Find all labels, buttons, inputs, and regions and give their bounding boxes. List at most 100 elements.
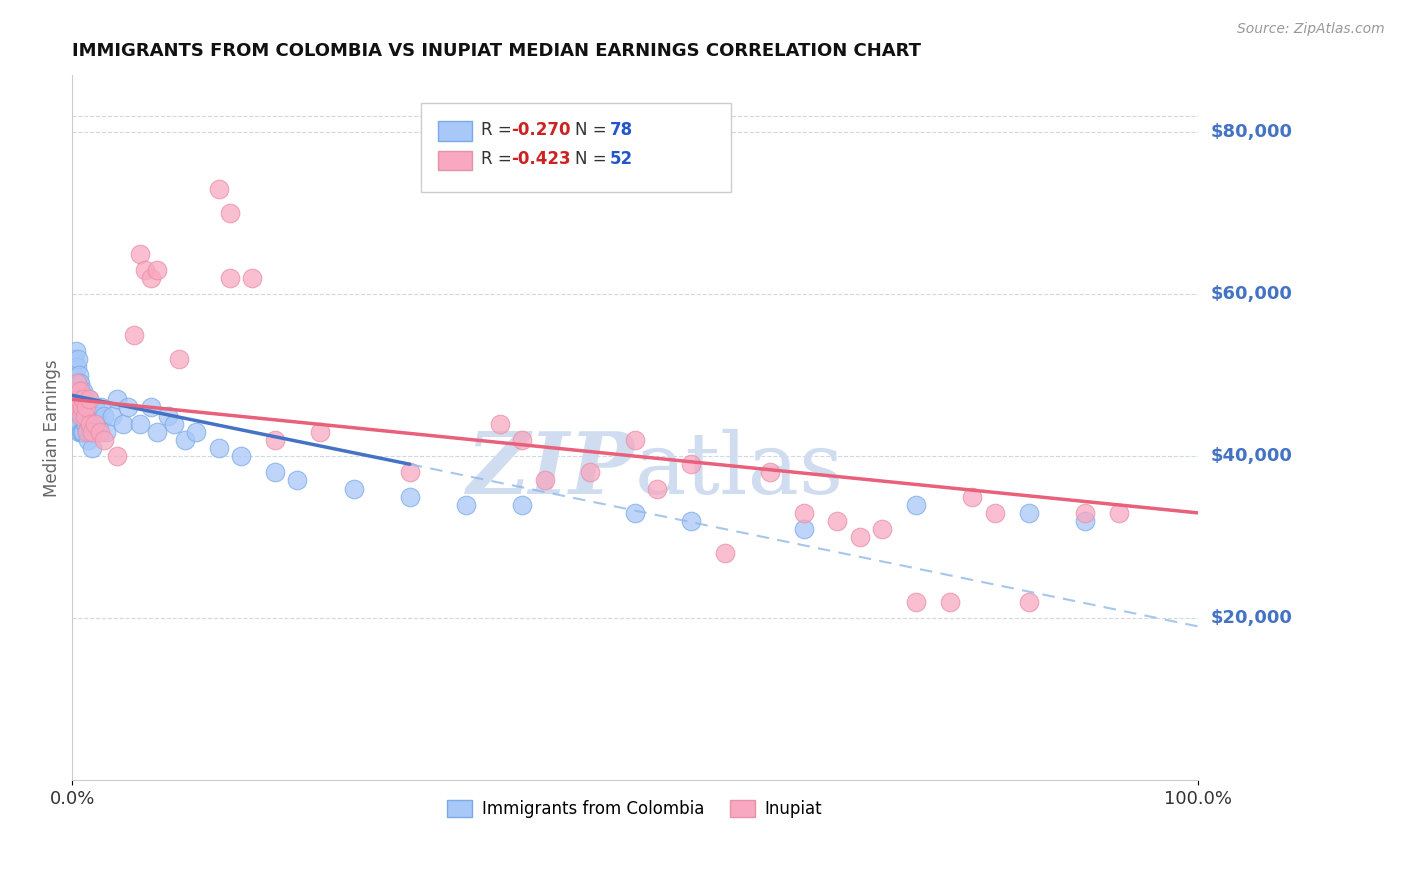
Text: $80,000: $80,000 [1211, 123, 1294, 141]
Point [70, 384, 93, 399]
Point [67, 376, 90, 391]
Point [139, 270, 162, 285]
Point [75, 417, 97, 431]
Point [72, 392, 94, 407]
Y-axis label: Median Earnings: Median Earnings [44, 359, 60, 497]
Point [72, 401, 94, 415]
Point [65, 384, 87, 399]
Point [100, 409, 122, 423]
Text: $40,000: $40,000 [1211, 447, 1294, 465]
Text: atlas: atlas [636, 428, 844, 512]
Point [66, 417, 89, 431]
Point [76, 425, 98, 439]
Point [65, 376, 87, 391]
Point [207, 182, 229, 196]
Point [77, 409, 100, 423]
Point [229, 449, 252, 463]
Text: N =: N = [575, 150, 612, 168]
Point [65, 401, 87, 415]
Point [984, 506, 1007, 520]
Point [76, 401, 98, 415]
Point [454, 498, 477, 512]
Point [128, 246, 150, 260]
Point [82, 425, 104, 439]
Point [66, 384, 89, 399]
Point [105, 449, 128, 463]
Point [63, 351, 86, 366]
Point [72, 392, 94, 407]
Point [905, 595, 928, 609]
Point [398, 490, 420, 504]
Point [105, 392, 128, 407]
Point [66, 380, 89, 394]
Text: R =: R = [481, 150, 517, 168]
Point [647, 482, 669, 496]
Point [905, 498, 928, 512]
Point [207, 441, 229, 455]
Point [512, 498, 534, 512]
Point [65, 343, 87, 358]
Point [62, 392, 84, 407]
Point [69, 384, 91, 399]
Point [70, 392, 93, 407]
Point [69, 376, 91, 391]
Point [89, 425, 111, 439]
Point [1074, 506, 1097, 520]
Point [77, 417, 100, 431]
Point [94, 425, 117, 439]
Point [69, 384, 91, 399]
Point [962, 490, 984, 504]
Text: 78: 78 [610, 121, 633, 139]
Point [69, 417, 91, 431]
Point [67, 425, 90, 439]
Point [72, 409, 94, 423]
Point [240, 270, 263, 285]
Point [66, 351, 89, 366]
Point [73, 401, 96, 415]
Text: N =: N = [575, 121, 612, 139]
Point [79, 425, 101, 439]
FancyBboxPatch shape [437, 151, 471, 170]
Point [342, 482, 364, 496]
Point [1018, 595, 1040, 609]
Point [67, 392, 90, 407]
Point [624, 506, 647, 520]
Point [69, 401, 91, 415]
Point [77, 392, 100, 407]
Point [145, 425, 167, 439]
Point [79, 417, 101, 431]
Point [72, 425, 94, 439]
Point [89, 417, 111, 431]
Point [139, 401, 162, 415]
Point [145, 262, 167, 277]
Point [67, 368, 90, 382]
Point [75, 401, 97, 415]
Point [398, 466, 420, 480]
Text: Source: ZipAtlas.com: Source: ZipAtlas.com [1237, 22, 1385, 37]
Point [77, 392, 100, 407]
Point [63, 392, 86, 407]
Text: ZIP: ZIP [467, 428, 636, 512]
Point [128, 417, 150, 431]
Point [66, 401, 89, 415]
Point [76, 425, 98, 439]
Point [66, 376, 89, 391]
Text: IMMIGRANTS FROM COLOMBIA VS INUPIAT MEDIAN EARNINGS CORRELATION CHART: IMMIGRANTS FROM COLOMBIA VS INUPIAT MEDI… [72, 42, 921, 60]
Point [308, 425, 330, 439]
Point [83, 401, 105, 415]
Point [162, 417, 184, 431]
Point [167, 351, 190, 366]
Point [63, 368, 86, 382]
Point [173, 433, 195, 447]
Point [218, 270, 240, 285]
Point [285, 474, 308, 488]
Point [714, 546, 737, 560]
Point [681, 514, 703, 528]
Point [66, 392, 89, 407]
Point [73, 409, 96, 423]
Point [872, 522, 894, 536]
Point [681, 457, 703, 471]
Point [73, 417, 96, 431]
Point [72, 425, 94, 439]
Text: $20,000: $20,000 [1211, 609, 1294, 627]
